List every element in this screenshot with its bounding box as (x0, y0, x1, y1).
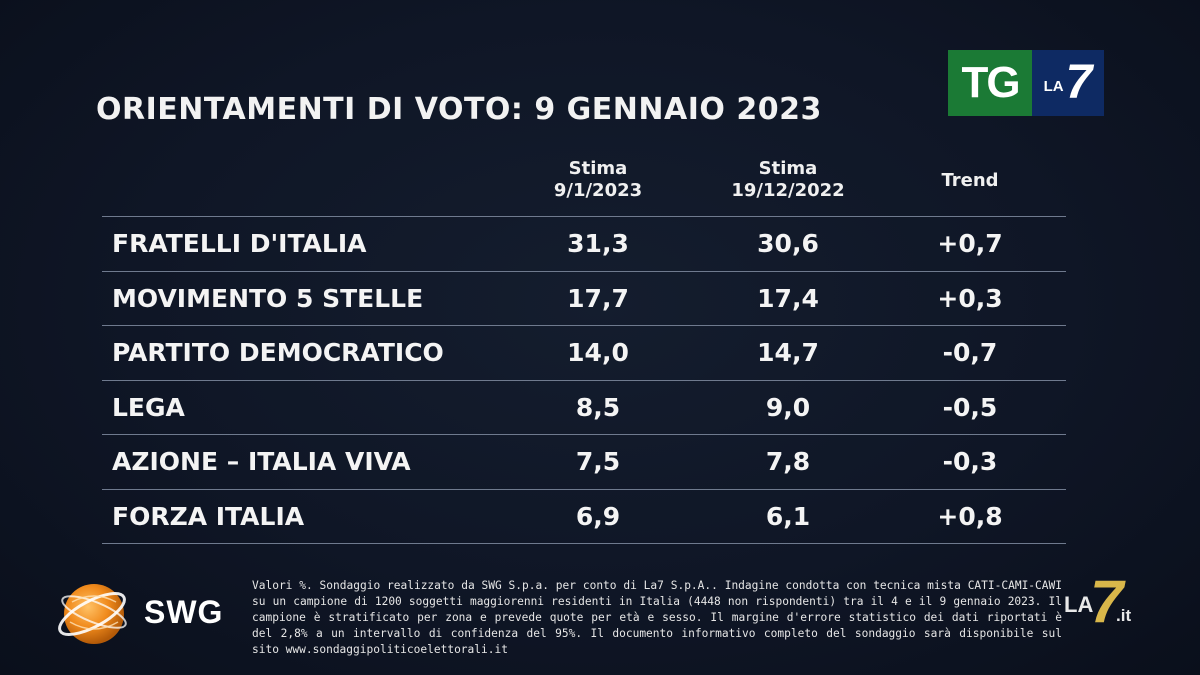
trend-value: -0,5 (942, 392, 998, 422)
trend-value: -0,7 (942, 338, 998, 367)
la7-it-seven: 7 (1090, 568, 1124, 635)
header-current-date: 9/1/2023 (553, 180, 643, 201)
previous-value: 9,0 (765, 392, 811, 422)
party-name: AZIONE – ITALIA VIVA (112, 447, 411, 476)
header-current-estimate: Stima 9/1/2023 (538, 158, 658, 202)
previous-value: 7,8 (765, 447, 811, 476)
swg-globe-icon (58, 584, 127, 644)
current-value: 17,7 (567, 283, 629, 313)
table-row: PARTITO DEMOCRATICO 14,0 14,7 -0,7 (102, 325, 1066, 380)
previous-value: 17,4 (757, 283, 819, 313)
trend-value: -0,3 (942, 447, 998, 476)
table-row: AZIONE – ITALIA VIVA 7,5 7,8 -0,3 (102, 434, 1066, 489)
tg-la7-logo: TG LA 7 (948, 50, 1104, 116)
swg-logo-text: SWG (144, 594, 224, 630)
trend-value: +0,8 (937, 501, 1003, 531)
table-row: LEGA 8,5 9,0 -0,5 (102, 379, 1066, 435)
party-name: MOVIMENTO 5 STELLE (112, 283, 424, 313)
previous-value: 30,6 (757, 229, 819, 258)
la7-it-la: LA (1064, 592, 1094, 617)
la7-it-suffix: .it (1116, 606, 1132, 625)
header-previous-estimate: Stima 19/12/2022 (708, 158, 868, 202)
header-trend: Trend (941, 170, 999, 191)
current-value: 6,9 (575, 501, 621, 531)
la7-logo-la: LA (1043, 77, 1064, 95)
table-row: FRATELLI D'ITALIA 31,3 30,6 +0,7 (102, 216, 1066, 271)
swg-logo: SWG (52, 572, 242, 652)
poll-table: FRATELLI D'ITALIA 31,3 30,6 +0,7 MOVIMEN… (102, 216, 1066, 544)
page-title: ORIENTAMENTI DI VOTO: 9 GENNAIO 2023 (96, 92, 822, 127)
poll-methodology-note: Valori %. Sondaggio realizzato da SWG S.… (252, 579, 1062, 656)
trend-value: +0,3 (937, 283, 1003, 313)
current-value: 7,5 (575, 447, 621, 476)
current-value: 8,5 (575, 392, 621, 422)
header-previous-label: Stima (758, 158, 818, 179)
table-row: FORZA ITALIA 6,9 6,1 +0,8 (102, 488, 1066, 544)
current-value: 14,0 (567, 338, 629, 367)
party-name: PARTITO DEMOCRATICO (112, 338, 444, 367)
party-name: FRATELLI D'ITALIA (112, 229, 367, 258)
header-current-label: Stima (568, 158, 628, 179)
table-row: MOVIMENTO 5 STELLE 17,7 17,4 +0,3 (102, 270, 1066, 326)
party-name: LEGA (112, 392, 185, 422)
la7-logo-seven: 7 (1065, 56, 1093, 109)
previous-value: 14,7 (757, 338, 819, 367)
tg-logo-text: TG (948, 50, 1032, 116)
current-value: 31,3 (567, 229, 629, 258)
la7-it-logo: 7 LA .it (1064, 572, 1144, 636)
trend-value: +0,7 (937, 229, 1003, 258)
previous-value: 6,1 (765, 501, 811, 531)
la7-logo-mark: LA 7 (1032, 50, 1104, 116)
header-previous-date: 19/12/2022 (731, 180, 845, 201)
party-name: FORZA ITALIA (112, 501, 305, 531)
